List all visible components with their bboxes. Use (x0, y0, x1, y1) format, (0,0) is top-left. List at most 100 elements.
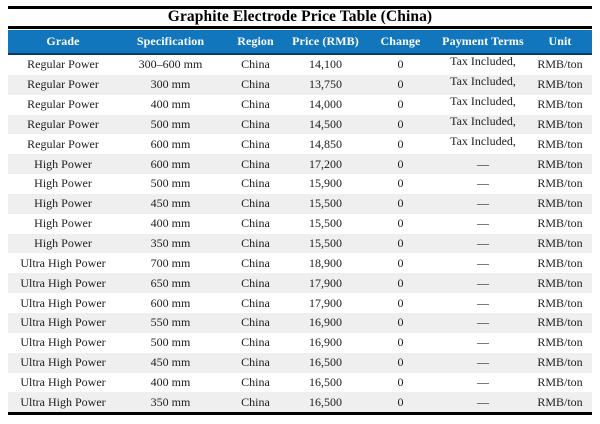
cell-price-rmb: 14,500 (288, 115, 363, 135)
cell-text: 700 mm (150, 255, 191, 270)
cell-text: 300 mm (150, 77, 191, 92)
cell-region: China (223, 333, 288, 353)
cell-specification: 400 mm (118, 214, 223, 234)
cell-price-rmb: 15,500 (288, 234, 363, 254)
cell-text: RMB/ton (537, 77, 583, 92)
cell-specification: 350 mm (118, 392, 223, 413)
cell-text: 0 (397, 315, 404, 330)
cell-text: 400 mm (150, 374, 191, 389)
cell-text: 14,500 (309, 116, 342, 131)
cell-change: 0 (363, 273, 438, 293)
cell-text: 17,900 (309, 275, 342, 290)
cell-text: Regular Power (27, 77, 99, 92)
cell-text: High Power (34, 216, 92, 231)
column-header-region: Region (223, 30, 288, 55)
cell-text: RMB/ton (537, 216, 583, 231)
cell-payment-terms: Tax Included, (438, 54, 528, 75)
cell-text: 650 mm (150, 275, 191, 290)
cell-text: 350 mm (150, 236, 191, 251)
cell-payment-terms: — (438, 353, 528, 373)
cell-text: RMB/ton (537, 355, 583, 370)
cell-price-rmb: 15,500 (288, 214, 363, 234)
table-row: Ultra High Power 500 mm China 16,900 0 — RMB/t… (8, 333, 592, 353)
cell-region: China (223, 313, 288, 333)
cell-text: 16,500 (309, 355, 342, 370)
cell-text: 16,500 (309, 374, 342, 389)
cell-text: Ultra High Power (20, 374, 106, 389)
cell-region: China (223, 392, 288, 413)
cell-text: 550 mm (150, 315, 191, 330)
cell-text: — (477, 176, 489, 191)
cell-payment-terms: — (438, 373, 528, 393)
cell-region: China (223, 194, 288, 214)
cell-text: — (477, 295, 489, 310)
cell-text: 0 (397, 77, 404, 92)
cell-unit: RMB/ton (528, 115, 592, 135)
cell-change: 0 (363, 214, 438, 234)
cell-unit: RMB/ton (528, 174, 592, 194)
table-row: High Power 350 mm China 15,500 0 — RMB/ton (8, 233, 592, 254)
cell-unit: RMB/ton (528, 273, 592, 293)
cell-region: China (223, 353, 288, 373)
cell-unit: RMB/ton (528, 214, 592, 234)
column-header-specification: Specification (118, 30, 223, 55)
cell-text: 16,500 (309, 394, 342, 409)
cell-change: 0 (363, 293, 438, 313)
cell-text: 0 (397, 176, 404, 191)
cell-text: China (241, 57, 270, 72)
cell-grade: Ultra High Power (8, 373, 118, 393)
cell-text: 0 (397, 255, 404, 270)
column-header-grade: Grade (8, 30, 118, 55)
cell-text: China (241, 394, 270, 409)
cell-price-rmb: 15,900 (288, 174, 363, 194)
cell-text: 14,100 (309, 57, 342, 72)
cell-text: — (477, 315, 489, 330)
cell-grade: Ultra High Power (8, 253, 118, 273)
cell-region: China (223, 115, 288, 135)
cell-specification: 500 mm (118, 333, 223, 353)
cell-grade: Ultra High Power (8, 293, 118, 313)
table-row: Ultra High Power 350 mm China 16,500 0 — RMB/t… (8, 392, 592, 414)
cell-text: 16,900 (309, 315, 342, 330)
cell-grade: High Power (8, 174, 118, 194)
cell-payment-terms: — (438, 194, 528, 214)
cell-price-rmb: 16,900 (288, 313, 363, 333)
cell-payment-terms: — (438, 333, 528, 353)
column-header-change: Change (363, 30, 438, 55)
cell-region: China (223, 273, 288, 293)
cell-text: 0 (397, 236, 404, 251)
cell-text: 450 mm (150, 196, 191, 211)
cell-text: China (241, 255, 270, 270)
cell-text: 0 (397, 196, 404, 211)
cell-grade: Ultra High Power (8, 273, 118, 293)
table-row: Regular Power 300–600 mm China 14,100 0 Tax I… (8, 54, 592, 75)
cell-unit: RMB/ton (528, 154, 592, 174)
table-row: Regular Power 500 mm China 14,500 0 Tax Inclu… (8, 114, 592, 135)
cell-text: 18,900 (309, 255, 342, 270)
cell-change: 0 (363, 174, 438, 194)
cell-region: China (223, 373, 288, 393)
cell-unit: RMB/ton (528, 134, 592, 154)
cell-region: China (223, 214, 288, 234)
cell-text: — (477, 374, 489, 389)
cell-unit: RMB/ton (528, 194, 592, 214)
cell-text: 0 (397, 355, 404, 370)
cell-text: China (241, 116, 270, 131)
cell-text: High Power (34, 236, 92, 251)
cell-text: China (241, 236, 270, 251)
cell-grade: Ultra High Power (8, 313, 118, 333)
cell-specification: 300 mm (118, 75, 223, 95)
cell-text: RMB/ton (537, 295, 583, 310)
cell-payment-terms: — (438, 392, 528, 413)
cell-grade: High Power (8, 234, 118, 254)
cell-change: 0 (363, 234, 438, 254)
cell-text: China (241, 77, 270, 92)
cell-change: 0 (363, 115, 438, 135)
cell-text: RMB/ton (537, 236, 583, 251)
cell-text: China (241, 335, 270, 350)
cell-text: RMB/ton (537, 176, 583, 191)
cell-text: — (477, 394, 489, 409)
cell-grade: Ultra High Power (8, 392, 118, 413)
cell-text: 500 mm (150, 176, 191, 191)
column-header-price-rmb: Price (RMB) (288, 30, 363, 55)
